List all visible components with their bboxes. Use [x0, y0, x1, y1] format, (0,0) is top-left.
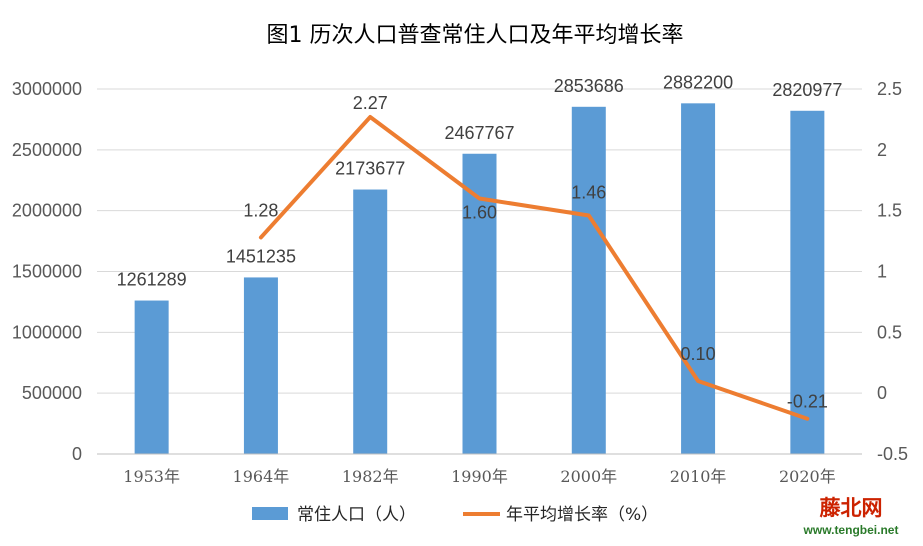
bar	[353, 189, 388, 455]
line-data-label: 1.46	[571, 183, 606, 203]
right-axis: -0.5 0 0.5 1 1.5 2 2.5	[877, 79, 908, 464]
bar-data-label: 2853686	[554, 76, 624, 96]
line-series	[258, 114, 810, 421]
x-axis-tick: 1982年	[342, 467, 399, 486]
legend-bar-swatch	[252, 507, 288, 520]
watermark: 藤北网 www.tengbei.net	[803, 495, 899, 537]
x-axis-tick: 1990年	[451, 467, 508, 486]
x-axis-tick: 1953年	[123, 467, 180, 486]
left-axis-tick: 2500000	[12, 140, 82, 160]
x-axis-tick: 2000年	[560, 467, 617, 486]
bar-data-label: 2820977	[772, 80, 842, 100]
bar	[681, 103, 716, 454]
watermark-url: www.tengbei.net	[803, 523, 899, 537]
watermark-logo: 藤北网	[819, 495, 883, 520]
bar	[571, 106, 606, 454]
x-axis-tick: 2010年	[670, 467, 727, 486]
chart-title: 图1 历次人口普查常住人口及年平均增长率	[267, 23, 684, 48]
line-data-label: 1.28	[243, 200, 278, 220]
right-axis-tick: 2	[877, 140, 887, 160]
bar-data-label: 2173677	[335, 159, 405, 179]
bar-data-label: 2882200	[663, 72, 733, 92]
bar	[790, 110, 825, 454]
left-axis: 0 500000 1000000 1500000 2000000 2500000 30000…	[12, 79, 82, 464]
x-axis-tick: 2020年	[779, 467, 836, 486]
right-axis-tick: 0	[877, 383, 887, 403]
x-axis: 1953年 1964年 1982年 1990年 2000年 2010年 2020年	[97, 453, 862, 486]
x-axis-tick: 1964年	[233, 467, 290, 486]
bar-series	[134, 103, 825, 455]
right-axis-tick: 1	[877, 262, 887, 282]
left-axis-tick: 500000	[22, 383, 82, 403]
left-axis-tick: 2000000	[12, 201, 82, 221]
bar	[134, 300, 169, 454]
line-data-label: 0.10	[681, 344, 716, 364]
left-axis-tick: 3000000	[12, 79, 82, 99]
legend: 常住人口（人） 年平均增长率（%）	[252, 505, 658, 525]
left-axis-tick: 1500000	[12, 262, 82, 282]
growth-rate-line	[258, 114, 810, 421]
left-axis-tick: 1000000	[12, 322, 82, 342]
legend-line-label: 年平均增长率（%）	[506, 505, 658, 525]
bar	[462, 153, 497, 455]
right-axis-tick: -0.5	[877, 444, 908, 464]
line-data-label: 2.27	[353, 93, 388, 113]
line-data-labels: 1.28 2.27 1.60 1.46 0.10 -0.21	[243, 93, 827, 412]
line-data-label: -0.21	[787, 392, 828, 412]
bar-data-label: 2467767	[444, 123, 514, 143]
line-data-label: 1.60	[462, 203, 497, 223]
bar	[243, 277, 278, 454]
right-axis-tick: 2.5	[877, 79, 902, 99]
bar-data-labels: 1261289 1451235 2173677 2467767 2853686 28822…	[117, 72, 843, 289]
bar-data-label: 1261289	[117, 270, 187, 290]
left-axis-tick: 0	[72, 444, 82, 464]
right-axis-tick: 0.5	[877, 322, 902, 342]
legend-bar-label: 常住人口（人）	[297, 505, 416, 525]
bar-data-label: 1451235	[226, 246, 296, 266]
right-axis-tick: 1.5	[877, 201, 902, 221]
